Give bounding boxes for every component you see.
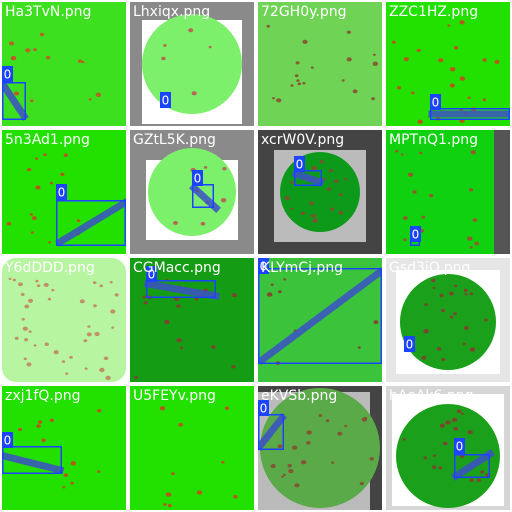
image-tile[interactable]: 0 CGMacc.png [130, 258, 254, 382]
image-tile[interactable]: 0 Gsd3iO.png [386, 258, 510, 382]
svg-text:0: 0 [260, 402, 268, 416]
svg-text:0: 0 [260, 260, 268, 274]
detection-label: 0 [258, 400, 269, 416]
detection-label: 0 [2, 66, 13, 82]
svg-text:0: 0 [456, 440, 464, 454]
detection-label: 0 [146, 266, 157, 282]
detection-label: 0 [410, 226, 421, 242]
detection-label: 0 [294, 156, 305, 172]
tile-image: 0 [386, 2, 510, 126]
svg-text:0: 0 [58, 186, 66, 200]
svg-text:0: 0 [406, 338, 414, 352]
detection-label: 0 [430, 94, 441, 110]
tile-image [2, 258, 126, 382]
tile-image: 0 [386, 130, 510, 254]
tile-image: 0 [258, 258, 382, 382]
tile-image: 0 [130, 258, 254, 382]
image-tile[interactable]: 0 hAeAk6.png [386, 386, 510, 510]
detection-label: 0 [160, 92, 171, 108]
image-tile[interactable]: 0 MPTnQ1.png [386, 130, 510, 254]
svg-text:0: 0 [296, 158, 304, 172]
image-tile[interactable]: 0 Ha3TvN.png [2, 2, 126, 126]
tile-image: 0 [386, 386, 510, 510]
svg-text:0: 0 [412, 228, 420, 242]
tile-image: 0 [2, 130, 126, 254]
detection-label: 0 [192, 170, 203, 186]
svg-text:0: 0 [162, 94, 170, 108]
tile-image: 0 [130, 130, 254, 254]
detection-label: 0 [404, 336, 415, 352]
image-tile[interactable]: 0 GZtL5K.png [130, 130, 254, 254]
detection-label: 0 [56, 184, 67, 200]
image-tile[interactable]: Y6dDDD.png [2, 258, 126, 382]
image-tile[interactable]: U5FEYv.png [130, 386, 254, 510]
detection-label: 0 [2, 432, 13, 448]
svg-text:0: 0 [432, 96, 440, 110]
tile-image: 0 [130, 2, 254, 126]
tile-image: 0 [386, 258, 510, 382]
detection-label: 0 [454, 438, 465, 454]
image-tile[interactable]: 0 zxj1fQ.png [2, 386, 126, 510]
image-tile[interactable]: 72GH0y.png [258, 2, 382, 126]
image-tile[interactable]: 0 xcrW0V.png [258, 130, 382, 254]
svg-text:0: 0 [4, 68, 12, 82]
image-tile[interactable]: 0 5n3Ad1.png [2, 130, 126, 254]
detection-label: 0 [258, 258, 269, 274]
tile-image: 0 [258, 130, 382, 254]
image-tile[interactable]: 0 KLYmCj.png [258, 258, 382, 382]
tile-image: 0 [2, 386, 126, 510]
tile-image [258, 2, 382, 126]
tile-image: 0 [2, 2, 126, 126]
tile-image [130, 386, 254, 510]
image-tile[interactable]: 0 eKVSb.png [258, 386, 382, 510]
tile-image: 0 [258, 386, 382, 510]
image-tile[interactable]: 0 ZZC1HZ.png [386, 2, 510, 126]
svg-text:0: 0 [4, 434, 12, 448]
svg-text:0: 0 [194, 172, 202, 186]
svg-text:0: 0 [148, 268, 156, 282]
image-tile[interactable]: 0 Lhxiqx.png [130, 2, 254, 126]
